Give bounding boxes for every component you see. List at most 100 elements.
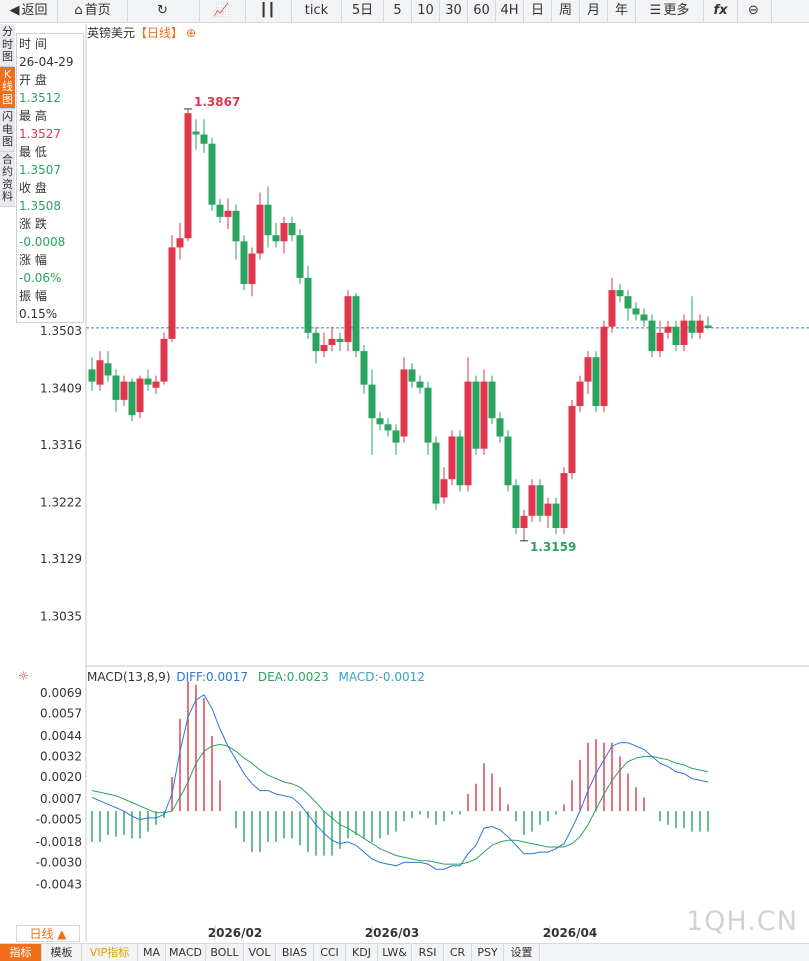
macd-tick-label: -0.0043 [36,878,82,892]
formula-button[interactable]: fx [704,0,738,22]
tab-macd[interactable]: MACD [166,944,206,961]
macd-diff-line [91,694,709,870]
tab-flash[interactable]: 闪电图 [0,109,15,152]
area-chart-button[interactable]: 📈 [200,0,246,22]
home-button[interactable]: ⌂ 首页 [58,0,128,22]
macd-tick-label: -0.0030 [36,855,82,869]
home-label: 首页 [84,3,111,18]
candle-body [496,418,504,437]
back-button[interactable]: ◀ 返回 [0,0,58,22]
tab-cr[interactable]: CR [444,944,472,961]
candle-body [368,384,376,419]
period-10-label: 10 [417,3,434,18]
menu-icon: ☰ [649,3,662,18]
candle-body [176,238,184,248]
zoom-out-icon: ⊖ [748,3,759,18]
zoom-out-button[interactable]: ⊖ [738,0,772,22]
period-4h-button[interactable]: 4H [496,0,524,22]
period-60-button[interactable]: 60 [468,0,496,22]
candle-body [696,320,704,333]
tab-rsi[interactable]: RSI [412,944,444,961]
candle-body [200,134,208,144]
candle-body [104,363,112,376]
info-value: 1.3512 [19,91,61,105]
macd-tick-label: 0.0007 [40,792,82,806]
candle-body [576,381,584,406]
candle-body [664,326,672,333]
info-box: 时 间 26-04-29 开 盘 1.3512 最 高 1.3527 最 低 1.3507 收 … [16,33,84,323]
refresh-button[interactable]: ↻ [128,0,200,22]
macd-tick-label: 0.0032 [40,749,82,763]
info-value: -0.0008 [19,235,66,249]
candlestick-icon: ┃┃ [259,3,276,18]
period-year-label: 年 [614,3,628,18]
tab-boll[interactable]: BOLL [206,944,244,961]
tab-settings[interactable]: 设置 [504,944,540,961]
info-value: 1.3507 [19,163,61,177]
candle-body [640,314,648,321]
candle-body [168,247,176,339]
period-5-button[interactable]: 5 [384,0,412,22]
candle-body [256,204,264,254]
tab-indicator[interactable]: 指标 [0,944,42,961]
period-4h-label: 4H [500,3,519,18]
candle-body [504,436,512,486]
price-tick-label: 1.3129 [40,552,82,566]
candle-body [272,235,280,242]
period-5day-label: 5日 [351,3,374,18]
period-day-button[interactable]: 日 [524,0,552,22]
price-tick-label: 1.3035 [40,609,82,623]
info-label: 开 盘 [19,73,47,87]
tick-button[interactable]: tick [292,0,342,22]
tab-psy[interactable]: PSY [472,944,504,961]
candle-body [528,485,536,516]
macd-tick-label: 0.0020 [40,770,82,784]
macd-diff-value: DIFF:0.0017 [176,670,249,684]
candle-body [216,204,224,217]
info-value: 1.3508 [19,199,61,213]
tab-kdj[interactable]: KDJ [346,944,378,961]
period-month-button[interactable]: 月 [580,0,608,22]
period-label: 【日线】 [135,26,184,40]
period-10-button[interactable]: 10 [412,0,440,22]
candle-body [344,296,352,342]
candle-body [184,113,192,239]
period-5day-button[interactable]: 5日 [342,0,384,22]
period-week-button[interactable]: 周 [552,0,580,22]
tab-ma[interactable]: MA [138,944,166,961]
candle-body [600,326,608,406]
macd-settings-icon[interactable]: ☼ [18,669,29,683]
more-button[interactable]: ☰ 更多 [636,0,704,22]
period-30-button[interactable]: 30 [440,0,468,22]
candle-body [424,387,432,443]
candle-button[interactable]: ┃┃ [246,0,292,22]
tab-template[interactable]: 模板 [42,944,82,961]
tab-lwr[interactable]: LW& [378,944,412,961]
candle-body [512,485,520,528]
candle-body [248,253,256,284]
period-select[interactable]: 日线 ▲ [16,925,80,942]
info-label: 收 盘 [19,181,47,195]
macd-tick-label: 0.0044 [40,729,82,743]
candle-body [352,296,360,352]
tab-cci[interactable]: CCI [314,944,346,961]
period-year-button[interactable]: 年 [608,0,636,22]
candle-body [456,436,464,486]
candle-body [648,320,656,352]
tab-bias[interactable]: BIAS [276,944,314,961]
candle-body [464,381,472,486]
tab-timeshare[interactable]: 分时图 [0,24,15,67]
macd-dea-value: DEA:0.0023 [257,670,329,684]
tab-contract[interactable]: 合约资料 [0,151,15,207]
candle-body [432,442,440,504]
candle-body [592,357,600,406]
candle-body [584,357,592,382]
candle-body [136,378,144,413]
candle-body [224,210,232,217]
tab-vol[interactable]: VOL [244,944,276,961]
tab-vip-indicator[interactable]: VIP指标 [82,944,138,961]
add-compare-icon[interactable]: ⊕ [186,26,197,40]
date-label: 2026/04 [543,926,597,940]
